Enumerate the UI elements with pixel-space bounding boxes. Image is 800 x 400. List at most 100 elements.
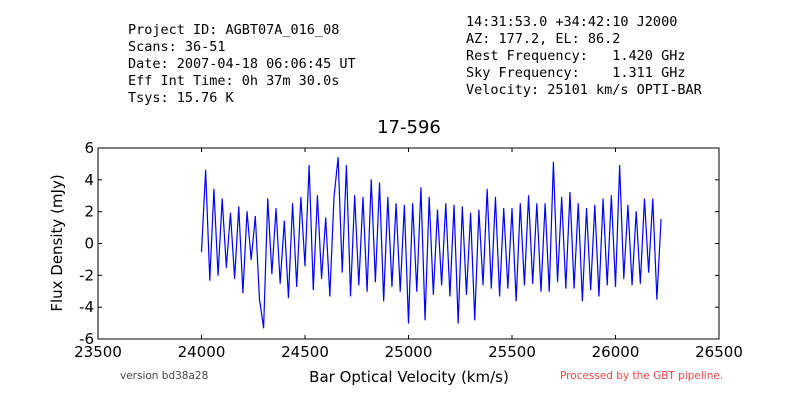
data-point — [590, 289, 592, 291]
data-point — [474, 319, 476, 321]
data-point — [333, 196, 335, 198]
x-tick-label: 24500 — [281, 343, 329, 361]
data-point — [424, 319, 426, 321]
data-point — [200, 250, 203, 253]
x-tick-label: 23500 — [74, 343, 122, 361]
data-point — [271, 273, 273, 275]
data-point — [246, 211, 248, 213]
data-point — [234, 277, 236, 280]
data-point — [478, 209, 480, 211]
data-point — [490, 287, 492, 289]
data-point — [623, 277, 625, 280]
data-point — [552, 161, 555, 163]
data-point — [267, 198, 269, 200]
x-tick-label: 25500 — [488, 343, 536, 361]
data-point — [366, 290, 368, 292]
data-point — [606, 284, 608, 286]
data-point — [242, 292, 244, 294]
data-point — [619, 164, 621, 167]
data-point — [399, 290, 401, 292]
y-tick-label: 4 — [84, 171, 94, 189]
data-point — [544, 203, 546, 205]
data-point — [225, 266, 227, 268]
axis-ticks: 23500 24000 24500 25000 25500 26000 26500 -6 -4 -… — [74, 139, 743, 361]
header-right-info: 14:31:53.0 +34:42:10 J2000 AZ: 177.2, EL:… — [466, 14, 702, 99]
data-point — [519, 203, 521, 205]
data-point — [461, 206, 463, 208]
data-point — [403, 204, 405, 206]
data-point — [316, 195, 319, 197]
data-point — [258, 298, 261, 300]
data-point — [283, 220, 285, 222]
data-point — [457, 322, 459, 324]
data-point — [325, 217, 327, 219]
data-point — [250, 258, 252, 261]
y-tick-label: 2 — [84, 203, 94, 221]
data-point — [354, 195, 356, 197]
data-point — [494, 196, 497, 198]
data-point — [449, 295, 451, 297]
data-point — [631, 284, 633, 286]
data-point — [304, 265, 306, 267]
data-point — [308, 164, 310, 167]
data-point — [561, 196, 563, 198]
data-point — [287, 297, 290, 299]
y-tick-label: -6 — [79, 330, 94, 348]
header-left-line: Scans: 36-51 — [128, 39, 226, 55]
data-point — [291, 203, 294, 205]
data-point — [527, 195, 530, 197]
data-point — [573, 287, 575, 289]
data-point — [320, 277, 323, 280]
data-point — [341, 271, 343, 273]
data-point — [470, 212, 472, 214]
data-point — [312, 289, 314, 291]
header-left-line: Project ID: AGBT07A_016_08 — [128, 22, 340, 38]
data-point — [656, 298, 658, 300]
y-tick-label: 0 — [84, 235, 94, 253]
data-point — [445, 203, 447, 205]
data-point — [635, 211, 637, 213]
spectrum-line — [200, 157, 662, 328]
data-point — [395, 203, 397, 205]
data-point — [441, 284, 443, 286]
data-point — [209, 279, 211, 281]
pipeline-note: Processed by the GBT pipeline. — [560, 370, 724, 382]
data-point — [643, 198, 646, 200]
data-point — [254, 215, 256, 218]
data-point — [581, 300, 583, 302]
data-series — [200, 156, 662, 329]
header-right-line: 14:31:53.0 +34:42:10 J2000 — [466, 14, 678, 30]
data-point — [523, 284, 526, 286]
data-point — [238, 206, 240, 208]
data-point — [498, 295, 501, 297]
data-point — [486, 188, 488, 190]
data-point — [358, 284, 360, 286]
data-point — [614, 285, 617, 288]
data-point — [300, 196, 302, 198]
data-point — [556, 281, 559, 283]
data-point — [569, 191, 571, 194]
data-point — [585, 207, 588, 210]
data-point — [548, 290, 550, 292]
data-point — [436, 209, 439, 211]
x-tick-label: 24000 — [178, 343, 226, 361]
data-point — [610, 195, 612, 197]
x-axis-label: Bar Optical Velocity (km/s) — [309, 368, 509, 386]
data-point — [428, 196, 430, 198]
header-left-line: Tsys: 15.76 K — [128, 90, 234, 106]
x-tick-label: 26500 — [695, 343, 743, 361]
data-point — [540, 290, 542, 292]
data-point — [577, 203, 579, 205]
data-point — [639, 282, 641, 284]
data-point — [536, 203, 538, 205]
data-point — [482, 284, 484, 286]
data-point — [349, 295, 352, 297]
header-left-line: Eff Int Time: 0h 37m 30.0s — [128, 73, 340, 89]
data-point — [345, 164, 347, 167]
data-point — [412, 203, 414, 205]
y-axis-label: Flux Density (mJy) — [48, 174, 66, 311]
data-point — [598, 295, 600, 297]
data-point — [648, 271, 650, 273]
y-tick-label: -4 — [79, 298, 94, 316]
data-point — [503, 207, 505, 210]
